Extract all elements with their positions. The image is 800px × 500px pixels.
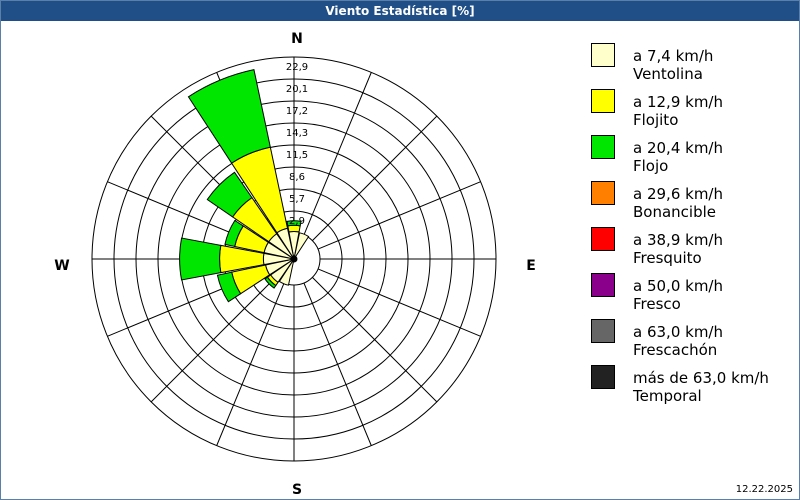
petal-w-flojo [179,237,222,281]
grid-spoke [317,181,481,250]
legend-speed: a 63,0 km/h [633,323,723,341]
legend-speed: a 12,9 km/h [633,93,723,111]
petal-sw-flojo [264,276,277,289]
legend-category: Flojo [633,157,669,175]
legend: a 7,4 km/h Ventolina a 12,9 km/h Flojito a 2… [591,41,791,409]
legend-swatch [591,273,615,297]
legend-item-fresco: a 50,0 km/h Fresco [591,271,791,317]
direction-label-w: W [54,258,69,274]
wind-rose-chart: 2,9 5,7 8,6 11,5 14,3 17,2 20,1 22,9 N E S W [54,31,536,498]
legend-category: Flojito [633,111,679,129]
center-dot [290,255,298,263]
legend-category: Fresquito [633,249,702,267]
legend-speed: a 38,9 km/h [633,231,723,249]
legend-category: Ventolina [633,65,703,83]
legend-label: más de 63,0 km/h Temporal [633,369,769,405]
grid-spoke [150,277,276,403]
legend-swatch [591,319,615,343]
ring-labels: 2,9 5,7 8,6 11,5 14,3 17,2 20,1 22,9 [286,62,308,227]
ring-label: 5,7 [289,194,305,205]
legend-swatch [591,227,615,251]
legend-item-flojito: a 12,9 km/h Flojito [591,87,791,133]
legend-item-bonancible: a 29,6 km/h Bonancible [591,179,791,225]
ring-label: 22,9 [286,62,308,73]
legend-swatch [591,181,615,205]
legend-item-flojo: a 20,4 km/h Flojo [591,133,791,179]
ring-label: 20,1 [286,84,308,95]
direction-label-s: S [292,482,302,498]
legend-swatch [591,365,615,389]
ring-label: 2,9 [289,216,305,227]
legend-category: Fresco [633,295,681,313]
legend-label: a 38,9 km/h Fresquito [633,231,723,267]
grid-spoke [312,115,438,241]
legend-speed: más de 63,0 km/h [633,369,769,387]
grid-spoke [317,268,481,337]
footer-date: 12.22.2025 [735,484,793,495]
grid-spoke [303,282,372,446]
legend-speed: a 50,0 km/h [633,277,723,295]
legend-label: a 12,9 km/h Flojito [633,93,723,129]
legend-item-fresquito: a 38,9 km/h Fresquito [591,225,791,271]
legend-category: Bonancible [633,203,717,221]
legend-label: a 7,4 km/h Ventolina [633,47,713,83]
ring-label: 11,5 [286,150,308,161]
petal-nnw-flojo [187,69,271,164]
legend-label: a 20,4 km/h Flojo [633,139,723,175]
legend-speed: a 7,4 km/h [633,47,714,65]
grid-spoke [303,72,372,236]
legend-speed: a 29,6 km/h [633,185,723,203]
grid-spoke [216,282,285,446]
legend-item-frescachón: a 63,0 km/h Frescachón [591,317,791,363]
window-title: Viento Estadística [%] [1,1,799,21]
legend-swatch [591,89,615,113]
direction-label-e: E [526,258,536,274]
wind-rose-center [290,255,298,263]
legend-label: a 29,6 km/h Bonancible [633,185,723,221]
grid-spoke [312,277,438,403]
legend-label: a 50,0 km/h Fresco [633,277,723,313]
petal-n-flojo [286,220,302,227]
legend-swatch [591,135,615,159]
legend-category: Temporal [633,387,702,405]
wind-rose-petals [179,69,310,303]
legend-item-temporal: más de 63,0 km/h Temporal [591,363,791,409]
legend-swatch [591,43,615,67]
petal-nw-flojo [206,171,253,218]
petal-wnw-flojo [224,219,244,248]
ring-label: 17,2 [286,106,308,117]
legend-label: a 63,0 km/h Frescachón [633,323,723,359]
legend-item-ventolina: a 7,4 km/h Ventolina [591,41,791,87]
legend-category: Frescachón [633,341,718,359]
ring-label: 8,6 [289,172,305,183]
legend-speed: a 20,4 km/h [633,139,723,157]
ring-label: 14,3 [286,128,308,139]
petal-wsw-flojo [216,271,242,303]
direction-label-n: N [291,31,303,47]
